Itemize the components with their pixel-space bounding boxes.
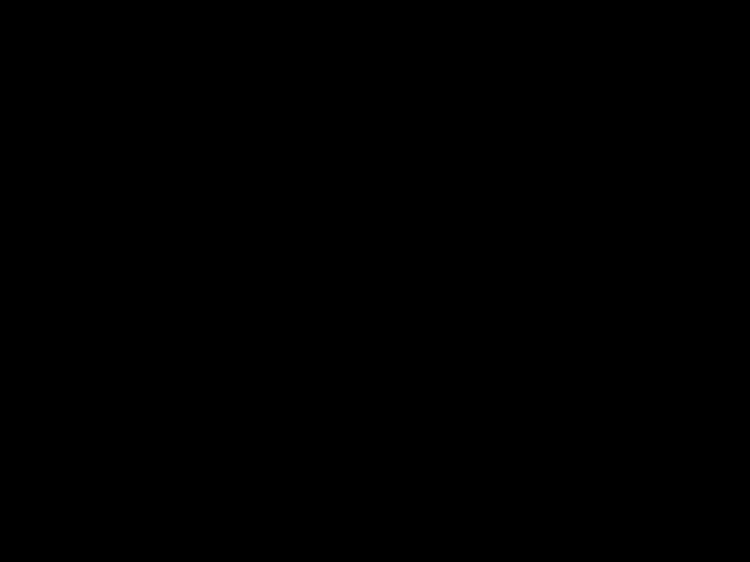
panel-title-acis-rates bbox=[662, 410, 680, 502]
y-axis-label-ephin bbox=[0, 282, 12, 410]
panel-title-ephin-rates bbox=[662, 284, 680, 376]
y-axis-label-acis bbox=[12, 412, 26, 525]
y-axis-label-xmm bbox=[6, 140, 20, 284]
panel-title-ace-rates bbox=[662, 4, 680, 86]
panel-title-xmm-rates bbox=[662, 150, 680, 234]
